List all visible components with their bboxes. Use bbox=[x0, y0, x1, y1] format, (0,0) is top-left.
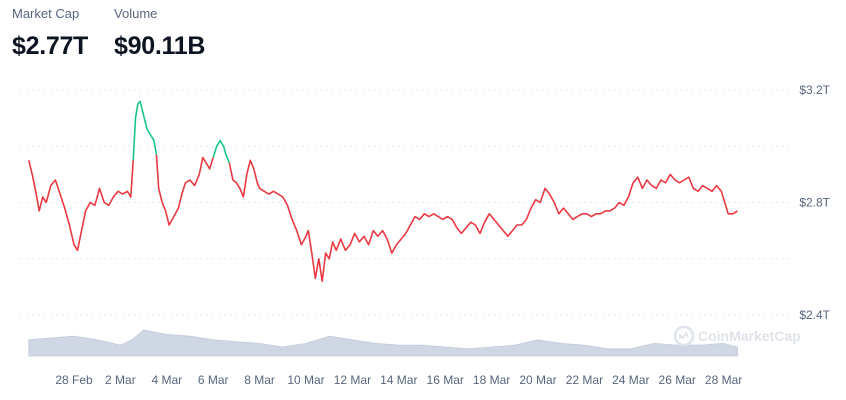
price-line-segment-down bbox=[228, 159, 738, 283]
x-axis: 28 Feb 2 Mar 4 Mar 6 Mar 8 Mar 10 Mar 12 Mar 14… bbox=[55, 373, 742, 387]
x-tick-label: 2 Mar bbox=[105, 373, 136, 387]
x-tick-label: 6 Mar bbox=[198, 373, 229, 387]
y-tick-label: $2.8T bbox=[799, 196, 830, 210]
coinmarketcap-logo-icon bbox=[673, 325, 695, 347]
x-tick-label: 18 Mar bbox=[473, 373, 510, 387]
volume-stat: Volume $90.11B bbox=[114, 6, 205, 61]
volume-area-path bbox=[28, 329, 738, 357]
market-cap-stat: Market Cap $2.77T bbox=[12, 6, 88, 61]
x-tick-label: 28 Feb bbox=[55, 373, 93, 387]
x-tick-label: 24 Mar bbox=[612, 373, 649, 387]
market-cap-value: $2.77T bbox=[12, 32, 89, 60]
y-tick-label: $3.2T bbox=[799, 83, 830, 97]
x-tick-label: 26 Mar bbox=[659, 373, 696, 387]
x-tick-label: 22 Mar bbox=[566, 373, 603, 387]
volume-value: $90.11B bbox=[114, 32, 206, 60]
watermark: CoinMarketCap bbox=[673, 325, 801, 347]
price-line-segment-up bbox=[212, 139, 231, 164]
x-tick-label: 28 Mar bbox=[705, 373, 742, 387]
y-tick-label: $2.4T bbox=[799, 308, 830, 322]
price-line-segment-down bbox=[28, 160, 134, 252]
price-line-segment-down bbox=[155, 154, 214, 226]
watermark-text: CoinMarketCap bbox=[698, 328, 801, 344]
stats-header: Market Cap $2.77T Volume $90.11B bbox=[12, 6, 205, 61]
x-tick-label: 20 Mar bbox=[519, 373, 556, 387]
x-tick-label: 4 Mar bbox=[151, 373, 182, 387]
x-tick-label: 14 Mar bbox=[380, 373, 417, 387]
volume-label: Volume bbox=[114, 6, 158, 21]
x-tick-label: 10 Mar bbox=[287, 373, 324, 387]
price-line-segment-up bbox=[132, 100, 158, 161]
gridlines bbox=[20, 89, 790, 316]
x-tick-label: 8 Mar bbox=[244, 373, 275, 387]
x-tick-label: 16 Mar bbox=[427, 373, 464, 387]
market-cap-label: Market Cap bbox=[12, 6, 80, 21]
volume-area bbox=[28, 329, 738, 357]
price-line[interactable] bbox=[28, 100, 738, 283]
x-tick-label: 12 Mar bbox=[334, 373, 371, 387]
y-axis: $3.2T $2.8T $2.4T bbox=[799, 83, 830, 322]
